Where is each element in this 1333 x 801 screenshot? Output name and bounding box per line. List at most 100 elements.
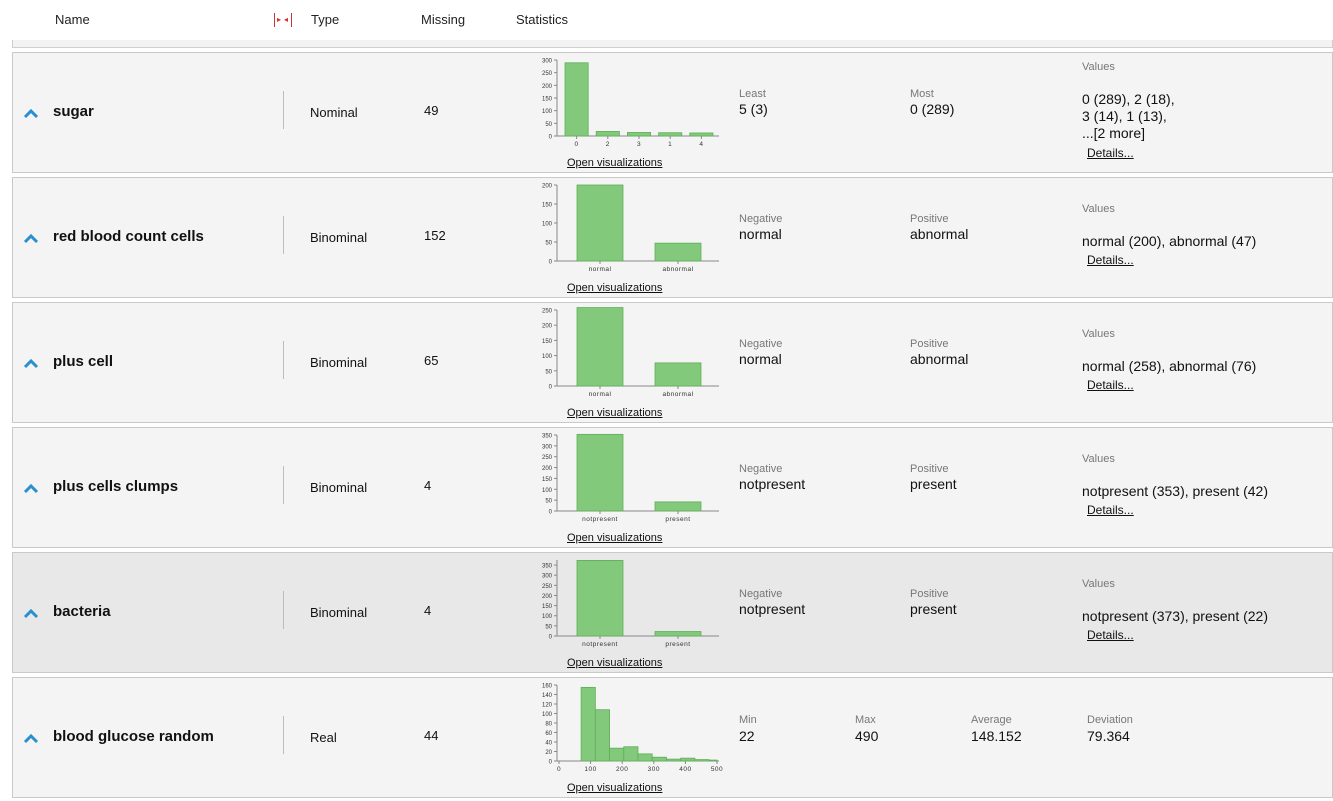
details-link[interactable]: Details... (1087, 503, 1134, 517)
attribute-row[interactable]: blood glucose random Real 44 0 20 40 60 80 100 12… (12, 677, 1333, 798)
stat-value: normal (739, 226, 782, 242)
missing-count: 49 (424, 103, 439, 118)
x-tick-label: present (665, 641, 690, 648)
collapse-caret-icon[interactable] (23, 106, 39, 120)
chart-bar (654, 242, 702, 262)
details-link[interactable]: Details... (1087, 378, 1134, 392)
x-tick-label: 1 (668, 141, 672, 148)
histogram-bar (651, 756, 667, 762)
stat-value: abnormal (910, 226, 969, 242)
previous-row-edge (12, 40, 1333, 48)
statistics-chart[interactable]: 0 50 100 150 200 250 300 0 2 3 1 4 (525, 56, 725, 148)
histogram-bar (623, 746, 639, 762)
x-tick-label: present (665, 516, 690, 523)
x-tick-label: normal (589, 266, 612, 273)
y-tick-label: 60 (545, 731, 552, 737)
attribute-type: Real (310, 730, 337, 745)
values-summary: notpresent (353), present (42) (1082, 483, 1268, 499)
collapse-caret-icon[interactable] (23, 606, 39, 620)
collapse-caret-icon[interactable] (23, 481, 39, 495)
open-visualizations-link[interactable]: Open visualizations (567, 657, 663, 669)
statistics-chart[interactable]: 0 50 100 150 200 normal abnormal (525, 181, 725, 273)
y-tick-label: 100 (542, 712, 553, 718)
attribute-row[interactable]: bacteria Binominal 4 0 50 100 150 200 250 300 350 n… (12, 552, 1333, 673)
y-tick-label: 300 (542, 574, 553, 580)
details-link[interactable]: Details... (1087, 253, 1134, 267)
values-summary: normal (200), abnormal (47) (1082, 233, 1257, 249)
y-tick-label: 120 (542, 703, 553, 709)
statistics-chart[interactable]: 0 20 40 60 80 100 120 140 160 0 100 200 300 400 500 (525, 681, 725, 774)
statistics-chart[interactable]: 0 50 100 150 200 250 300 350 notpresent present (525, 431, 725, 523)
y-tick-label: 250 (542, 309, 553, 315)
histogram-bar (708, 759, 718, 762)
attribute-type: Binominal (310, 480, 368, 495)
open-visualizations-link[interactable]: Open visualizations (567, 157, 663, 169)
y-tick-label: 50 (545, 624, 552, 630)
stat-label: Positive (910, 588, 949, 600)
attribute-type: Binominal (310, 355, 368, 370)
y-tick-label: 80 (545, 722, 552, 728)
y-tick-label: 0 (549, 135, 553, 141)
header-statistics[interactable]: Statistics (516, 12, 569, 27)
y-tick-label: 100 (542, 488, 553, 494)
y-tick-label: 50 (545, 241, 552, 247)
y-tick-label: 100 (542, 109, 553, 115)
attribute-row[interactable]: plus cells clumps Binominal 4 0 50 100 150 200 2… (12, 427, 1333, 548)
y-tick-label: 0 (549, 510, 553, 516)
column-resize-handle[interactable]: ▸ ◂ (274, 13, 292, 27)
details-link[interactable]: Details... (1087, 628, 1134, 642)
x-tick-label: 2 (606, 141, 610, 148)
statistics-chart[interactable]: 0 50 100 150 200 250 300 350 notpresent present (525, 556, 725, 648)
y-tick-label: 100 (542, 354, 553, 360)
attribute-row[interactable]: sugar Nominal 49 0 50 100 150 200 250 300 0 2 3 1 4 Ope… (12, 52, 1333, 173)
chart-bar (595, 131, 620, 137)
y-tick-label: 250 (542, 455, 553, 461)
header-type[interactable]: Type (311, 12, 340, 27)
histogram-bar (694, 759, 710, 762)
attribute-row[interactable]: plus cell Binominal 65 0 50 100 150 200 250 norma… (12, 302, 1333, 423)
collapse-caret-icon[interactable] (23, 731, 39, 745)
stat-value: notpresent (739, 601, 806, 617)
open-visualizations-link[interactable]: Open visualizations (567, 407, 663, 419)
x-tick-label: 0 (557, 766, 561, 773)
collapse-caret-icon[interactable] (23, 356, 39, 370)
stat-label: Most (910, 88, 934, 100)
values-summary: 0 (289), 2 (18), 3 (14), 1 (13), ...[2 m… (1082, 91, 1175, 141)
y-tick-label: 50 (545, 499, 552, 505)
details-link[interactable]: Details... (1087, 146, 1134, 160)
open-visualizations-link[interactable]: Open visualizations (567, 282, 663, 294)
open-visualizations-link[interactable]: Open visualizations (567, 782, 663, 794)
open-visualizations-link[interactable]: Open visualizations (567, 532, 663, 544)
histogram-bar (666, 758, 682, 762)
y-tick-label: 200 (542, 184, 553, 190)
y-tick-label: 20 (545, 750, 552, 756)
y-tick-label: 150 (542, 339, 553, 345)
stat-value: 0 (289) (910, 101, 955, 117)
collapse-caret-icon[interactable] (23, 231, 39, 245)
histogram-bar (609, 747, 625, 762)
chart-bar (654, 362, 702, 387)
header-name[interactable]: Name (55, 12, 90, 27)
stat-value: present (910, 601, 957, 617)
row-separator (283, 341, 284, 379)
y-tick-label: 50 (545, 369, 552, 375)
y-tick-label: 150 (542, 203, 553, 209)
attribute-row[interactable]: red blood count cells Binominal 152 0 50 100 1… (12, 177, 1333, 298)
y-tick-label: 100 (542, 222, 553, 228)
statistics-chart[interactable]: 0 50 100 150 200 250 normal abnormal (525, 306, 725, 398)
stat-value: 79.364 (1087, 728, 1130, 744)
histogram-bar (594, 709, 610, 762)
stat-value: normal (739, 351, 782, 367)
y-tick-label: 0 (549, 635, 553, 641)
y-tick-label: 200 (542, 466, 553, 472)
y-tick-label: 150 (542, 97, 553, 103)
stat-value: abnormal (910, 351, 969, 367)
attribute-name: blood glucose random (53, 728, 214, 745)
row-separator (283, 591, 284, 629)
stat-label: Positive (910, 463, 949, 475)
x-tick-label: 100 (584, 766, 596, 773)
header-missing[interactable]: Missing (421, 12, 466, 27)
chart-bar (627, 132, 652, 137)
stat-label: Negative (739, 338, 783, 350)
x-tick-label: notpresent (582, 641, 618, 648)
